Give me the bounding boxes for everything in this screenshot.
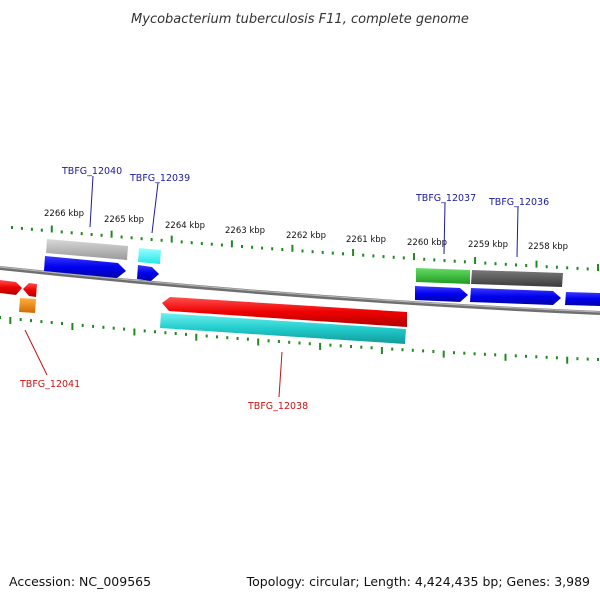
gene-tbfg-12037-arrow[interactable] <box>415 286 468 302</box>
gene-labels: TBFG_12040 TBFG_12039 TBFG_12037 TBFG_12… <box>19 166 549 412</box>
label-tbfg-12039[interactable]: TBFG_12039 <box>129 173 190 184</box>
map-title: Mycobacterium tuberculosis F11, complete… <box>131 12 469 27</box>
gene-tbfg-12040-arrow[interactable] <box>44 256 126 278</box>
gene-tbfg-12039-arrow[interactable] <box>137 265 159 281</box>
forward-inner-track <box>44 256 600 306</box>
gene-tbfg-12037-bar[interactable] <box>416 268 470 284</box>
leader-tbfg-12038 <box>278 351 283 398</box>
inner-tick-row <box>0 316 599 364</box>
label-tbfg-12037[interactable]: TBFG_12037 <box>415 193 476 204</box>
label-tbfg-12040[interactable]: TBFG_12040 <box>61 166 122 177</box>
kbp-label-2264: 2264 kbp <box>165 221 205 231</box>
leader-tbfg-12037 <box>443 202 446 255</box>
gene-tbfg-12038-arrow[interactable] <box>162 297 407 327</box>
gene-tbfg-12041-arrow[interactable] <box>23 283 37 297</box>
label-tbfg-12041[interactable]: TBFG_12041 <box>19 379 80 390</box>
reverse-outer-track <box>19 298 406 344</box>
forward-outer-track <box>46 239 563 287</box>
leader-tbfg-12040 <box>89 175 94 228</box>
outer-tick-row <box>11 225 599 271</box>
genome-summary-text: Topology: circular; Length: 4,424,435 bp… <box>246 574 590 589</box>
kbp-label-2265: 2265 kbp <box>104 215 144 225</box>
gene-tbfg-12036-bar[interactable] <box>471 270 563 287</box>
leader-tbfg-12041 <box>24 329 48 376</box>
kbp-label-2261: 2261 kbp <box>346 235 386 245</box>
kbp-label-2266: 2266 kbp <box>44 209 84 219</box>
kbp-label-2262: 2262 kbp <box>286 231 326 241</box>
accession-text: Accession: NC_009565 <box>9 574 151 589</box>
kbp-labels: 2266 kbp 2265 kbp 2264 kbp 2263 kbp 2262… <box>44 209 568 252</box>
reverse-inner-track <box>0 280 407 327</box>
gene-tbfg-12041-bar[interactable] <box>19 298 36 313</box>
leader-tbfg-12036 <box>516 206 519 258</box>
leader-tbfg-12039 <box>151 182 159 234</box>
kbp-label-2260: 2260 kbp <box>407 238 447 248</box>
kbp-label-2258: 2258 kbp <box>528 242 568 252</box>
gene-next-arrow[interactable] <box>565 292 600 306</box>
gene-tbfg-12038-bar[interactable] <box>160 313 406 344</box>
gene-tbfg-12039-bar[interactable] <box>138 248 161 264</box>
genome-backbone <box>0 266 600 315</box>
gene-left-red-arrow[interactable] <box>0 280 22 295</box>
label-tbfg-12038[interactable]: TBFG_12038 <box>247 401 308 412</box>
kbp-label-2259: 2259 kbp <box>468 240 508 250</box>
gene-tbfg-12040-bar[interactable] <box>46 239 128 260</box>
gene-tbfg-12036-arrow[interactable] <box>470 288 561 305</box>
kbp-label-2263: 2263 kbp <box>225 226 265 236</box>
label-tbfg-12036[interactable]: TBFG_12036 <box>488 197 549 208</box>
